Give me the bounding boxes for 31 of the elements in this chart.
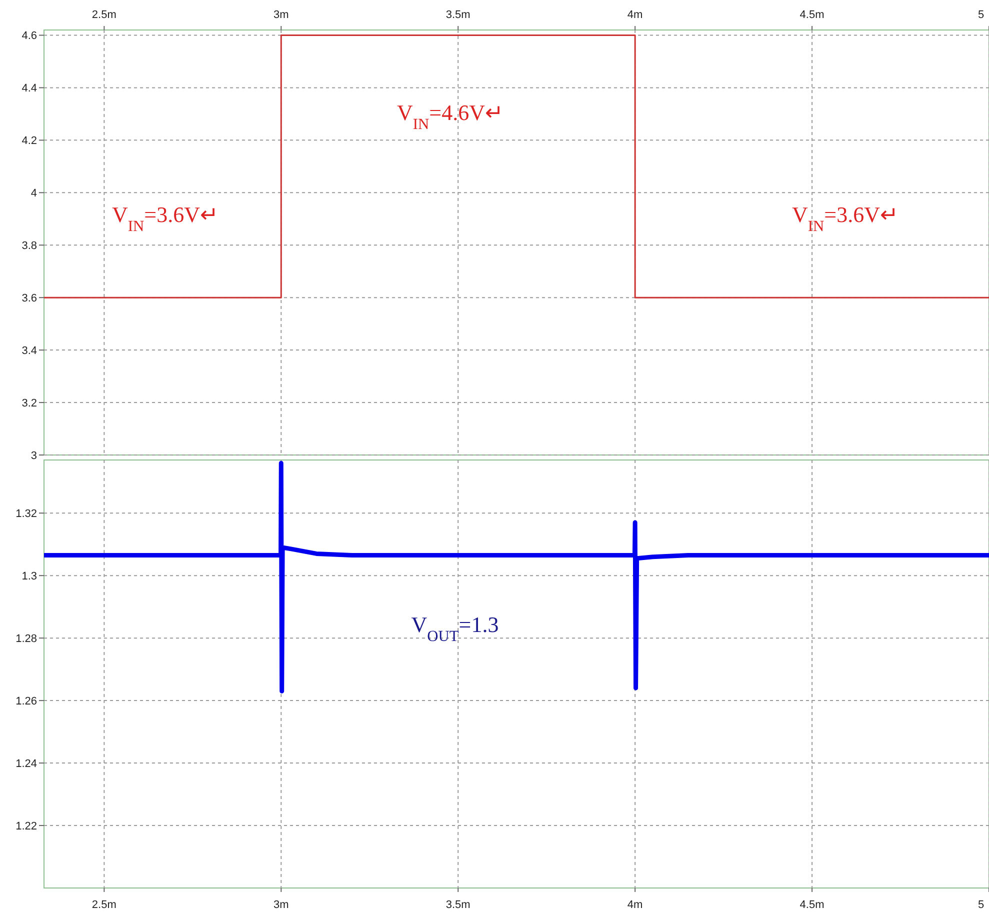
y-tick-label: 3 bbox=[30, 450, 37, 462]
x-tick-label: 5 bbox=[978, 899, 984, 911]
x-tick-label: 3.5m bbox=[446, 899, 470, 911]
x-tick-label: 3m bbox=[273, 899, 289, 911]
y-tick-label: 4 bbox=[30, 188, 37, 200]
x-tick-label: 4m bbox=[627, 899, 643, 911]
y-tick-label: 1.28 bbox=[16, 632, 37, 645]
x-tick-label: 5 bbox=[978, 9, 984, 21]
x-tick-label: 3m bbox=[273, 9, 289, 21]
y-tick-label: 3.8 bbox=[22, 240, 37, 252]
y-tick-label: 4.4 bbox=[22, 82, 37, 95]
annotation: V$_{IN}$=3.6V↵ bbox=[112, 202, 218, 234]
x-tick-label: 4.5m bbox=[800, 9, 824, 21]
y-tick-label: 1.26 bbox=[16, 695, 37, 708]
y-tick-label: 1.3 bbox=[22, 570, 37, 582]
x-tick-label: 2.5m bbox=[92, 899, 116, 911]
y-tick-label: 1.22 bbox=[16, 820, 37, 832]
y-tick-label: 3.6 bbox=[22, 292, 37, 304]
y-tick-label: 3.2 bbox=[22, 397, 37, 410]
x-tick-label: 3.5m bbox=[446, 9, 470, 21]
x-tick-label: 4m bbox=[627, 9, 643, 21]
x-tick-label: 4.5m bbox=[800, 899, 824, 911]
annotation: V$_{IN}$=4.6V↵ bbox=[397, 100, 503, 132]
x-tick-label: 2.5m bbox=[92, 9, 116, 21]
annotation: V$_{OUT}$=1.3 bbox=[411, 612, 499, 644]
y-tick-label: 3.4 bbox=[22, 344, 37, 357]
y-tick-label: 4.2 bbox=[22, 135, 37, 148]
y-tick-label: 1.32 bbox=[16, 508, 37, 520]
y-tick-label: 4.6 bbox=[22, 30, 37, 42]
annotation: V$_{IN}$=3.6V↵ bbox=[792, 202, 898, 234]
y-tick-label: 1.24 bbox=[16, 758, 37, 770]
